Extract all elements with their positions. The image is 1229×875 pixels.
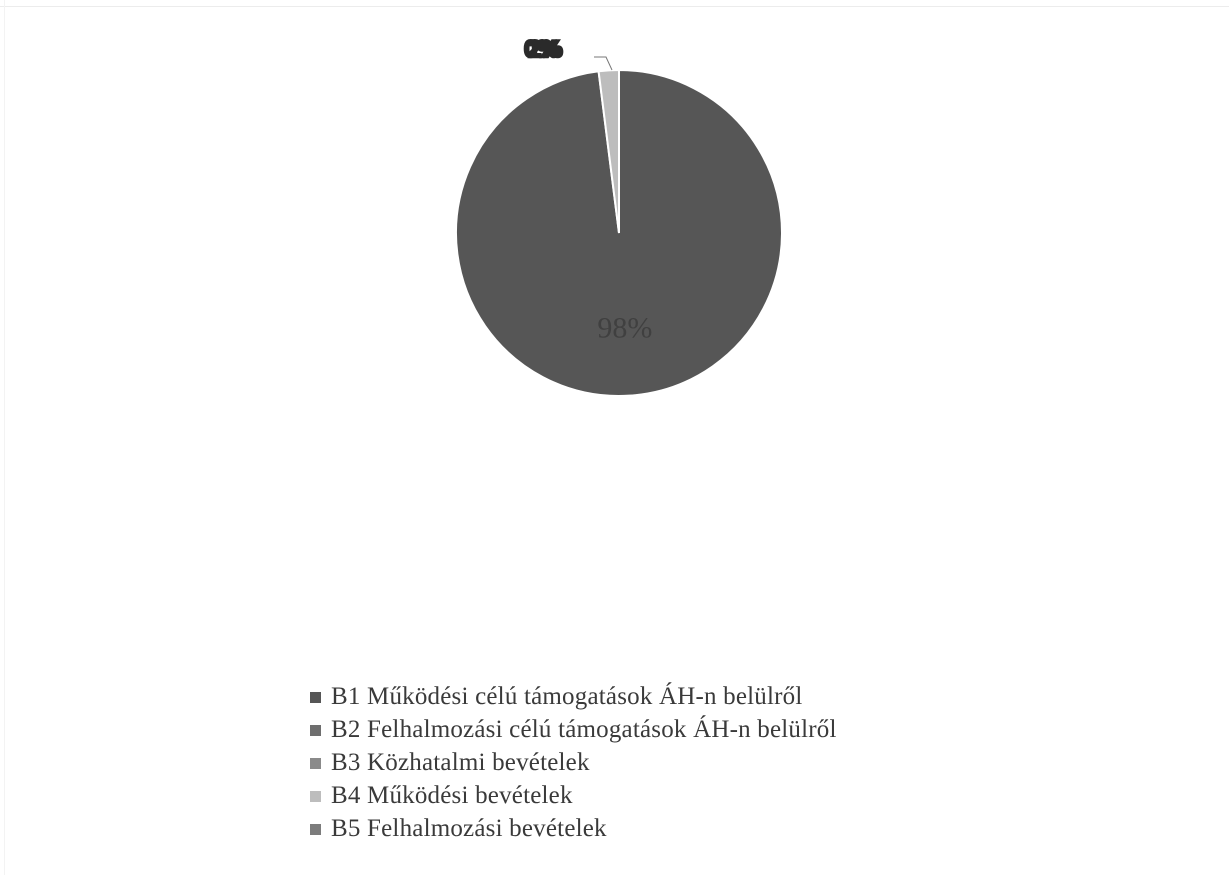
scan-border-top	[0, 6, 1229, 7]
pie-slice-4	[597, 68, 620, 234]
legend-swatch-b3	[310, 758, 321, 769]
pie-data-labels: 98% 0%2%	[523, 35, 653, 345]
scan-border-left	[4, 0, 5, 875]
legend-item-b3: B3 Közhatalmi bevételek	[310, 746, 837, 779]
pie-slices	[455, 68, 783, 397]
overlapping-label-1: 0%	[524, 36, 559, 63]
legend-label-b5: B5 Felhalmozási bevételek	[331, 814, 607, 842]
leader-line	[594, 56, 613, 71]
legend-label-b3: B3 Közhatalmi bevételek	[331, 748, 590, 776]
legend-item-b1: B1 Működési célú támogatások ÁH-n belülr…	[310, 680, 837, 713]
legend-label-b4: B4 Működési bevételek	[331, 781, 573, 809]
legend-swatch-b5	[310, 824, 321, 835]
legend-label-b2: B2 Felhalmozási célú támogatások ÁH-n be…	[331, 715, 837, 743]
legend-item-b4: B4 Működési bevételek	[310, 779, 837, 812]
chart-legend: B1 Működési célú támogatások ÁH-n belülr…	[310, 680, 837, 845]
legend-swatch-b1	[310, 692, 321, 703]
legend-item-b2: B2 Felhalmozási célú támogatások ÁH-n be…	[310, 713, 837, 746]
legend-swatch-b4	[310, 791, 321, 802]
legend-swatch-b2	[310, 725, 321, 736]
legend-item-b5: B5 Felhalmozási bevételek	[310, 812, 837, 845]
data-label-slice-1: 98%	[597, 311, 652, 344]
legend-label-b1: B1 Működési célú támogatások ÁH-n belülr…	[331, 682, 803, 710]
overlapping-label-2: 2%	[528, 36, 563, 63]
